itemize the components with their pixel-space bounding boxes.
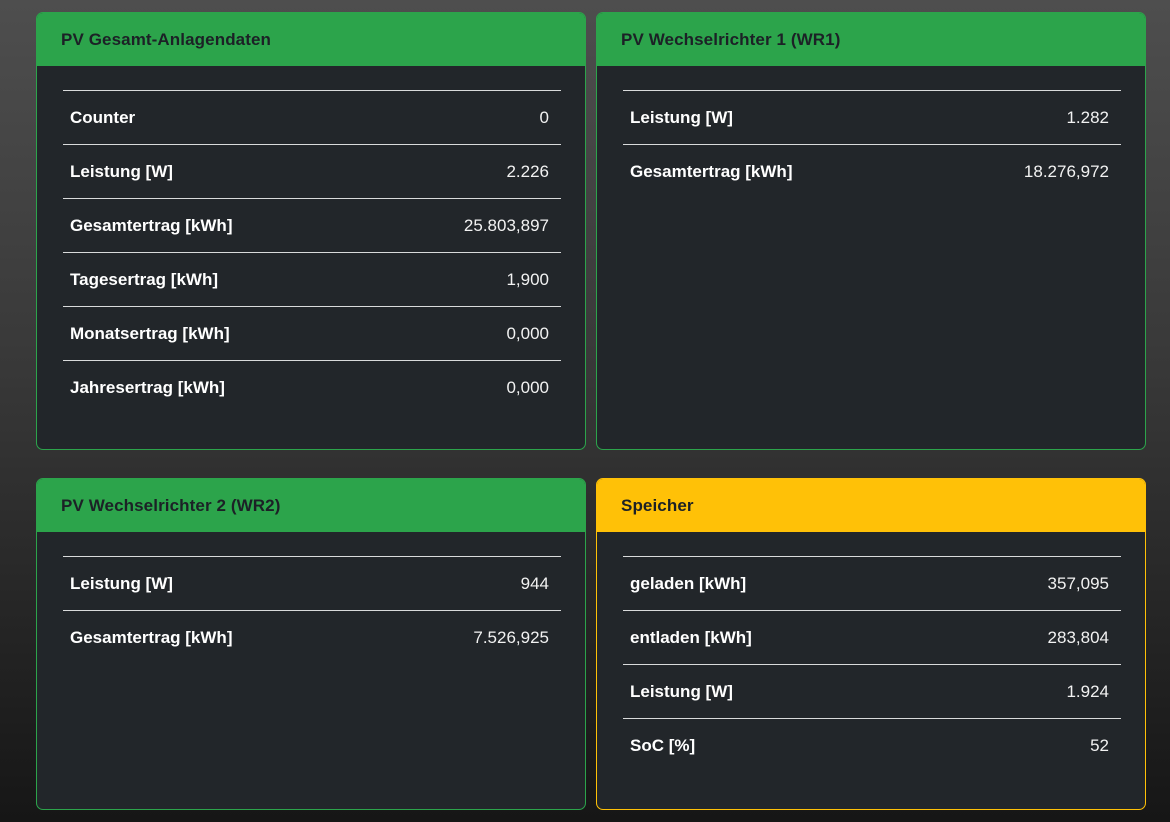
card-header-wr2: PV Wechselrichter 2 (WR2) bbox=[37, 479, 585, 532]
card-header-speicher: Speicher bbox=[597, 479, 1145, 532]
row-value: 0 bbox=[539, 107, 549, 127]
card-pv-wechselrichter-2: PV Wechselrichter 2 (WR2) Leistung [W] 9… bbox=[36, 478, 586, 810]
row-value: 944 bbox=[520, 573, 549, 593]
table-row: Gesamtertrag [kWh] 25.803,897 bbox=[63, 198, 561, 253]
row-label: Leistung [W] bbox=[630, 681, 733, 701]
table-row: entladen [kWh] 283,804 bbox=[623, 610, 1121, 665]
card-speicher: Speicher geladen [kWh] 357,095 entladen … bbox=[596, 478, 1146, 810]
row-value: 0,000 bbox=[506, 377, 549, 397]
row-value: 283,804 bbox=[1047, 627, 1109, 647]
table-row: Gesamtertrag [kWh] 7.526,925 bbox=[63, 610, 561, 665]
table-row: Jahresertrag [kWh] 0,000 bbox=[63, 360, 561, 415]
row-value: 1,900 bbox=[506, 269, 549, 289]
data-table: Leistung [W] 944 Gesamtertrag [kWh] 7.52… bbox=[63, 556, 561, 665]
card-title: PV Gesamt-Anlagendaten bbox=[61, 29, 272, 49]
row-value: 25.803,897 bbox=[463, 215, 549, 235]
row-value: 7.526,925 bbox=[473, 627, 549, 647]
pv-dashboard: PV Gesamt-Anlagendaten Counter 0 Leistun… bbox=[36, 12, 1146, 810]
row-label: entladen [kWh] bbox=[630, 627, 752, 647]
row-value: 18.276,972 bbox=[1023, 161, 1109, 181]
card-title: PV Wechselrichter 2 (WR2) bbox=[61, 495, 281, 515]
row-label: Monatsertrag [kWh] bbox=[70, 323, 230, 343]
table-row: Monatsertrag [kWh] 0,000 bbox=[63, 306, 561, 361]
card-body: Counter 0 Leistung [W] 2.226 Gesamtertra… bbox=[37, 66, 585, 449]
row-label: Leistung [W] bbox=[70, 161, 173, 181]
row-value: 52 bbox=[1090, 735, 1109, 755]
table-row: Leistung [W] 2.226 bbox=[63, 144, 561, 199]
row-label: Leistung [W] bbox=[630, 107, 733, 127]
table-row: Leistung [W] 944 bbox=[63, 556, 561, 611]
card-pv-gesamt-anlagendaten: PV Gesamt-Anlagendaten Counter 0 Leistun… bbox=[36, 12, 586, 450]
table-row: Gesamtertrag [kWh] 18.276,972 bbox=[623, 144, 1121, 199]
data-table: Counter 0 Leistung [W] 2.226 Gesamtertra… bbox=[63, 90, 561, 415]
table-row: Counter 0 bbox=[63, 90, 561, 145]
card-header-wr1: PV Wechselrichter 1 (WR1) bbox=[597, 13, 1145, 66]
table-row: SoC [%] 52 bbox=[623, 718, 1121, 773]
row-label: Gesamtertrag [kWh] bbox=[630, 161, 793, 181]
card-body: geladen [kWh] 357,095 entladen [kWh] 283… bbox=[597, 532, 1145, 809]
card-header-pv-gesamt: PV Gesamt-Anlagendaten bbox=[37, 13, 585, 66]
card-title: PV Wechselrichter 1 (WR1) bbox=[621, 29, 841, 49]
row-label: Gesamtertrag [kWh] bbox=[70, 627, 233, 647]
row-label: Gesamtertrag [kWh] bbox=[70, 215, 233, 235]
data-table: geladen [kWh] 357,095 entladen [kWh] 283… bbox=[623, 556, 1121, 773]
row-label: Jahresertrag [kWh] bbox=[70, 377, 225, 397]
table-row: Tagesertrag [kWh] 1,900 bbox=[63, 252, 561, 307]
row-value: 1.282 bbox=[1066, 107, 1109, 127]
card-body: Leistung [W] 1.282 Gesamtertrag [kWh] 18… bbox=[597, 66, 1145, 449]
row-value: 2.226 bbox=[506, 161, 549, 181]
row-label: Leistung [W] bbox=[70, 573, 173, 593]
row-label: Tagesertrag [kWh] bbox=[70, 269, 218, 289]
table-row: geladen [kWh] 357,095 bbox=[623, 556, 1121, 611]
row-label: Counter bbox=[70, 107, 136, 127]
data-table: Leistung [W] 1.282 Gesamtertrag [kWh] 18… bbox=[623, 90, 1121, 199]
row-value: 0,000 bbox=[506, 323, 549, 343]
row-label: geladen [kWh] bbox=[630, 573, 747, 593]
row-label: SoC [%] bbox=[630, 735, 696, 755]
card-title: Speicher bbox=[621, 495, 694, 515]
table-row: Leistung [W] 1.924 bbox=[623, 664, 1121, 719]
row-value: 357,095 bbox=[1047, 573, 1109, 593]
row-value: 1.924 bbox=[1066, 681, 1109, 701]
table-row: Leistung [W] 1.282 bbox=[623, 90, 1121, 145]
card-pv-wechselrichter-1: PV Wechselrichter 1 (WR1) Leistung [W] 1… bbox=[596, 12, 1146, 450]
card-body: Leistung [W] 944 Gesamtertrag [kWh] 7.52… bbox=[37, 532, 585, 809]
